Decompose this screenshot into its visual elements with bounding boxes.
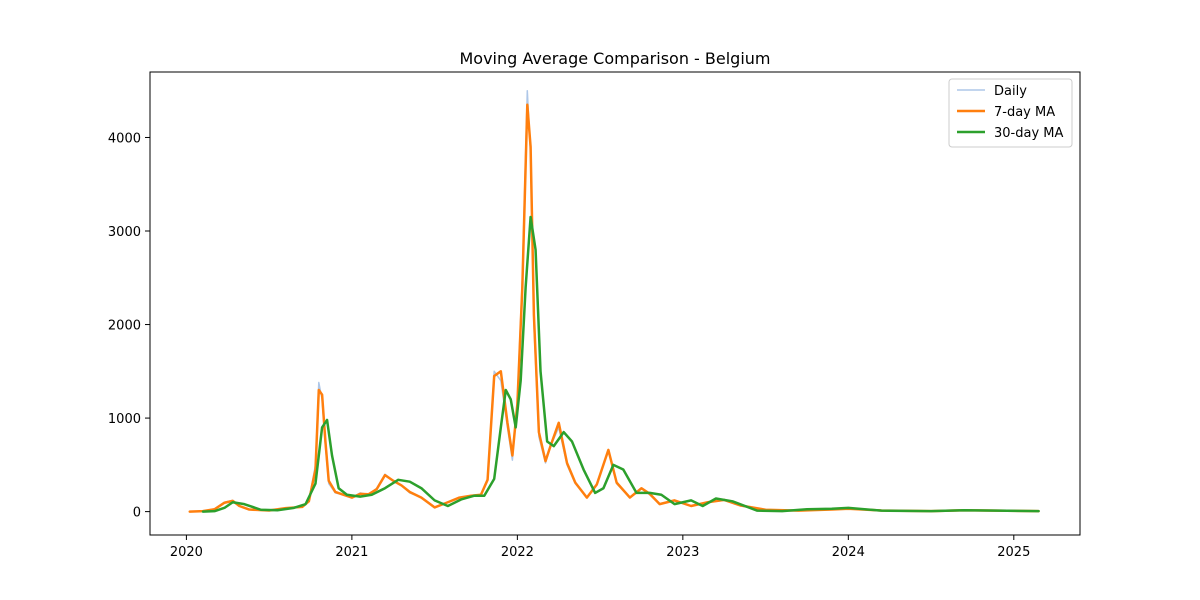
legend-entry: 7-day MA bbox=[994, 105, 1055, 120]
series-line-2 bbox=[188, 103, 1040, 513]
y-tick-label: 2000 bbox=[108, 319, 141, 334]
y-tick-label: 0 bbox=[133, 506, 141, 521]
y-tick-label: 1000 bbox=[108, 412, 141, 427]
legend-entry: 30-day MA bbox=[994, 126, 1063, 141]
legend-entry: Daily bbox=[994, 84, 1027, 99]
x-tick-label: 2023 bbox=[666, 545, 699, 560]
series-line-3 bbox=[201, 215, 1040, 513]
x-tick-label: 2021 bbox=[335, 545, 368, 560]
x-tick-label: 2024 bbox=[832, 545, 865, 560]
chart-title: Moving Average Comparison - Belgium bbox=[459, 49, 770, 68]
legend: Daily 7-day MA 30-day MA bbox=[948, 78, 1073, 148]
x-tick-label: 2022 bbox=[501, 545, 534, 560]
plot-area bbox=[188, 89, 1040, 513]
x-tick-label: 2020 bbox=[170, 545, 203, 560]
plot-frame bbox=[149, 71, 1081, 536]
legend-box bbox=[948, 78, 1073, 148]
y-tick-label: 4000 bbox=[108, 131, 141, 146]
axes: 2020 2021 2022 2023 2024 2025 0 1000 2000 3000 400… bbox=[108, 71, 1081, 560]
y-tick-label: 3000 bbox=[108, 225, 141, 240]
x-tick-label: 2025 bbox=[997, 545, 1030, 560]
